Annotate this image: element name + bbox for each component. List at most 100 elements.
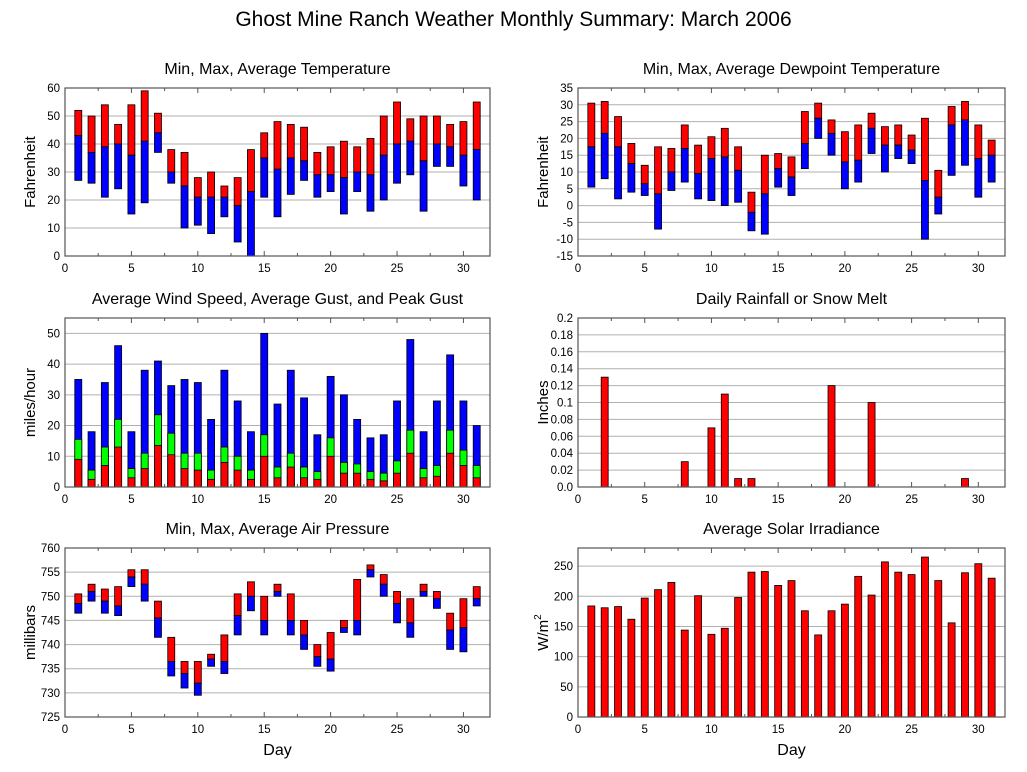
bar-min-segment — [353, 171, 362, 193]
bar-max-segment — [167, 149, 176, 173]
y-tick-label: 60 — [47, 83, 60, 95]
bar-max-segment — [867, 112, 876, 129]
bar-min-segment — [180, 673, 189, 689]
bar-min-segment — [680, 148, 689, 183]
bar-max-segment — [340, 620, 348, 629]
bar-min-segment — [827, 132, 836, 156]
bar-min-segment — [353, 620, 362, 636]
bar-max-segment — [921, 117, 929, 181]
bar-min-segment — [193, 196, 202, 226]
bar-max-segment — [340, 140, 348, 178]
bar — [667, 582, 676, 718]
bar-min-segment — [273, 591, 282, 597]
bar-min-segment — [379, 154, 388, 201]
bar — [720, 627, 729, 718]
bar — [867, 402, 876, 488]
bar-max-segment — [854, 124, 863, 161]
bar-average-wind-speed — [273, 477, 282, 488]
bar-min-segment — [340, 627, 348, 633]
bar-max-segment — [193, 177, 202, 198]
bar-min-segment — [840, 161, 849, 190]
bar-max-segment — [446, 612, 455, 631]
bar-max-segment — [814, 102, 823, 119]
bar-min-segment — [419, 160, 428, 212]
x-tick-label: 10 — [705, 494, 718, 506]
bar-min-segment — [894, 144, 903, 159]
bar-max-segment — [233, 177, 242, 207]
bar — [654, 589, 662, 718]
bar — [961, 572, 969, 718]
bar-max-segment — [760, 154, 769, 195]
bar-max-segment — [419, 583, 428, 592]
bar-max-segment — [247, 149, 255, 193]
x-axis-label: Day — [777, 742, 805, 759]
bar — [881, 561, 889, 718]
bar — [947, 622, 956, 718]
bar-max-segment — [326, 632, 335, 660]
bar-min-segment — [867, 127, 876, 154]
y-tick-label: -5 — [563, 217, 573, 229]
bar-min-segment — [180, 185, 189, 229]
y-axis-label: Inches — [535, 380, 552, 424]
bar-max-segment — [472, 586, 481, 600]
y-tick-label: 40 — [47, 139, 60, 151]
bar-min-segment — [273, 168, 282, 218]
bar-max-segment — [300, 126, 308, 162]
bar-min-segment — [459, 154, 468, 187]
bar-min-segment — [406, 140, 415, 176]
bar-max-segment — [707, 136, 716, 159]
bar-average-wind-speed — [167, 454, 176, 488]
x-tick-label: 30 — [457, 724, 470, 736]
bar-min-segment — [654, 193, 662, 230]
bar-max-segment — [207, 653, 215, 660]
bar-max-segment — [313, 644, 322, 658]
bar-min-segment — [326, 174, 335, 193]
bar — [827, 385, 836, 488]
bar — [800, 610, 809, 718]
bar-min-segment — [774, 168, 783, 188]
y-tick-label: 40 — [47, 359, 60, 371]
bar-max-segment — [419, 115, 428, 162]
y-tick-label: 0.2 — [557, 313, 573, 325]
x-tick-label: 0 — [62, 494, 68, 506]
y-tick-label: 50 — [560, 682, 573, 694]
x-tick-label: 10 — [705, 263, 718, 275]
bar-max-segment — [127, 569, 136, 578]
bar — [974, 563, 983, 718]
y-axis-label-superscript: 2 — [533, 614, 544, 620]
bar — [987, 577, 996, 718]
bar-min-segment — [406, 622, 415, 638]
bar-max-segment — [260, 132, 269, 159]
x-tick-label: 10 — [191, 263, 204, 275]
x-tick-label: 25 — [905, 724, 918, 736]
x-tick-label: 20 — [838, 494, 851, 506]
bar — [707, 427, 716, 488]
bar-min-segment — [220, 661, 229, 674]
y-tick-label: 20 — [47, 421, 60, 433]
bar-min-segment — [366, 174, 375, 212]
bar — [814, 634, 823, 718]
bar-min-segment — [87, 591, 96, 602]
bar-max-segment — [353, 146, 362, 173]
bar — [840, 603, 849, 718]
bar-max-segment — [472, 101, 481, 150]
bar-max-segment — [273, 583, 282, 592]
bar — [867, 594, 876, 718]
bar-min-segment — [587, 146, 596, 188]
y-tick-label: 30 — [47, 390, 60, 402]
bar-min-segment — [127, 576, 136, 588]
bar-min-segment — [140, 140, 149, 204]
bar — [787, 580, 796, 718]
bar-max-segment — [459, 598, 468, 629]
y-tick-label: 0.08 — [551, 414, 573, 426]
bar-min-segment — [366, 569, 375, 578]
bar-min-segment — [207, 658, 215, 667]
bar-max-segment — [366, 137, 375, 176]
bar-min-segment — [393, 603, 401, 624]
bar-max-segment — [140, 569, 149, 585]
x-tick-label: 25 — [391, 263, 404, 275]
bar-average-wind-speed — [87, 478, 96, 488]
y-tick-label: 100 — [554, 652, 573, 664]
bar — [961, 478, 969, 488]
bar-min-segment — [446, 629, 455, 650]
